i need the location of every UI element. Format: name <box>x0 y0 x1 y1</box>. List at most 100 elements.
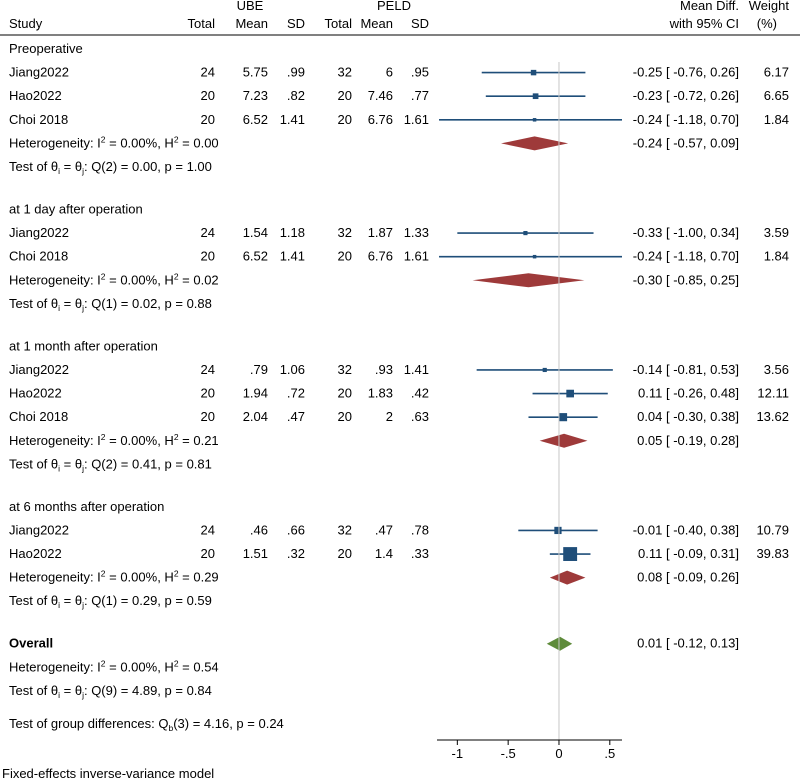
study-total1: 20 <box>201 409 215 424</box>
model-note: Fixed-effects inverse-variance model <box>2 766 214 781</box>
study-total1: 24 <box>201 225 215 240</box>
header-mean1: Mean <box>235 16 268 31</box>
study-name: Jiang2022 <box>9 225 69 240</box>
study-mean1: 1.54 <box>243 225 268 240</box>
group-label: at 1 month after operation <box>9 338 158 353</box>
study-marker <box>523 230 528 236</box>
study-mean1: 6.52 <box>243 249 268 264</box>
study-sd2: .63 <box>411 409 429 424</box>
study-marker <box>532 93 539 100</box>
study-effect-ci: -0.24 [ -1.18, 0.70] <box>633 249 739 264</box>
study-total1: 24 <box>201 522 215 537</box>
header-total2: Total <box>325 16 353 31</box>
study-mean1: 1.51 <box>243 546 268 561</box>
header-mean2: Mean <box>360 16 393 31</box>
study-marker <box>530 69 537 76</box>
header-sd2: SD <box>411 16 429 31</box>
group-heterogeneity: Heterogeneity: I2 = 0.00%, H2 = 0.21 <box>9 432 219 448</box>
study-total1: 20 <box>201 249 215 264</box>
study-effect-ci: -0.01 [ -0.40, 0.38] <box>633 522 739 537</box>
header-effect-line2: with 95% CI <box>669 16 739 31</box>
study-name: Choi 2018 <box>9 112 68 127</box>
study-weight: 13.62 <box>756 409 789 424</box>
study-total2: 20 <box>338 112 352 127</box>
study-mean1: 1.94 <box>243 386 268 401</box>
study-mean1: .46 <box>250 522 268 537</box>
study-marker <box>532 254 537 259</box>
group-heterogeneity: Heterogeneity: I2 = 0.00%, H2 = 0.29 <box>9 569 219 585</box>
study-weight: 6.65 <box>764 88 789 103</box>
study-weight: 12.11 <box>757 386 789 401</box>
study-effect-ci: -0.33 [ -1.00, 0.34] <box>633 225 739 240</box>
study-marker <box>563 547 578 561</box>
study-weight: 6.17 <box>764 65 789 80</box>
study-total1: 20 <box>201 112 215 127</box>
overall-label: Overall <box>9 636 53 651</box>
group-pooled-diamond <box>539 433 588 448</box>
group-theta-test: Test of θi = θj: Q(2) = 0.41, p = 0.81 <box>9 456 212 473</box>
header-study: Study <box>9 16 43 31</box>
study-name: Choi 2018 <box>9 409 68 424</box>
study-marker <box>532 118 537 122</box>
header-weight-line2: (%) <box>757 16 777 31</box>
header-group1: UBE <box>237 0 264 13</box>
header-effect-line1: Mean Diff. <box>680 0 739 13</box>
study-sd2: .77 <box>411 88 429 103</box>
study-total2: 20 <box>338 409 352 424</box>
study-name: Jiang2022 <box>9 362 69 377</box>
study-marker <box>542 367 547 373</box>
study-mean1: 5.75 <box>243 65 268 80</box>
study-total2: 32 <box>338 65 352 80</box>
study-sd2: 1.33 <box>404 225 429 240</box>
group-label: Preoperative <box>9 41 83 56</box>
study-mean2: 7.46 <box>368 88 393 103</box>
study-name: Jiang2022 <box>9 522 69 537</box>
study-effect-ci: 0.11 [ -0.26, 0.48] <box>638 386 739 401</box>
study-sd2: 1.41 <box>404 362 429 377</box>
study-total2: 20 <box>338 386 352 401</box>
group-pooled-diamond <box>501 136 569 151</box>
study-name: Hao2022 <box>9 88 62 103</box>
study-sd1: 1.41 <box>280 112 305 127</box>
study-name: Hao2022 <box>9 386 62 401</box>
study-mean1: .79 <box>250 362 268 377</box>
study-weight: 10.79 <box>756 522 789 537</box>
header-weight-line1: Weight <box>749 0 790 13</box>
x-tick-label: -.5 <box>501 746 516 761</box>
study-sd1: .82 <box>287 88 305 103</box>
group-pooled-ci: 0.05 [ -0.19, 0.28] <box>637 433 739 448</box>
study-sd2: 1.61 <box>404 249 429 264</box>
group-pooled-ci: -0.24 [ -0.57, 0.09] <box>633 135 739 150</box>
study-weight: 3.56 <box>764 362 789 377</box>
x-tick-label: -1 <box>452 746 464 761</box>
header-group2: PELD <box>377 0 411 13</box>
study-mean2: 1.87 <box>368 225 393 240</box>
study-name: Choi 2018 <box>9 249 68 264</box>
study-total1: 20 <box>201 386 215 401</box>
group-pooled-ci: 0.08 [ -0.09, 0.26] <box>637 570 739 585</box>
study-total1: 24 <box>201 65 215 80</box>
study-sd1: .99 <box>287 65 305 80</box>
group-pooled-diamond <box>549 570 586 585</box>
study-mean2: 1.4 <box>375 546 393 561</box>
x-tick-label: .5 <box>604 746 615 761</box>
study-mean2: 6.76 <box>368 249 393 264</box>
study-sd1: .72 <box>287 386 305 401</box>
study-mean2: 1.83 <box>368 386 393 401</box>
study-mean2: 6 <box>386 65 393 80</box>
study-total2: 20 <box>338 88 352 103</box>
study-sd1: .47 <box>287 409 305 424</box>
study-sd2: .42 <box>411 386 429 401</box>
study-name: Hao2022 <box>9 546 62 561</box>
study-sd2: .33 <box>411 546 429 561</box>
study-mean2: 6.76 <box>368 112 393 127</box>
study-sd1: .32 <box>287 546 305 561</box>
header-sd1: SD <box>287 16 305 31</box>
study-effect-ci: -0.23 [ -0.72, 0.26] <box>633 88 739 103</box>
study-effect-ci: 0.11 [ -0.09, 0.31] <box>638 546 739 561</box>
study-sd1: 1.18 <box>280 225 305 240</box>
group-differences-test: Test of group differences: Qb(3) = 4.16,… <box>9 716 284 733</box>
group-label: at 6 months after operation <box>9 499 164 514</box>
group-theta-test: Test of θi = θj: Q(1) = 0.02, p = 0.88 <box>9 296 212 313</box>
